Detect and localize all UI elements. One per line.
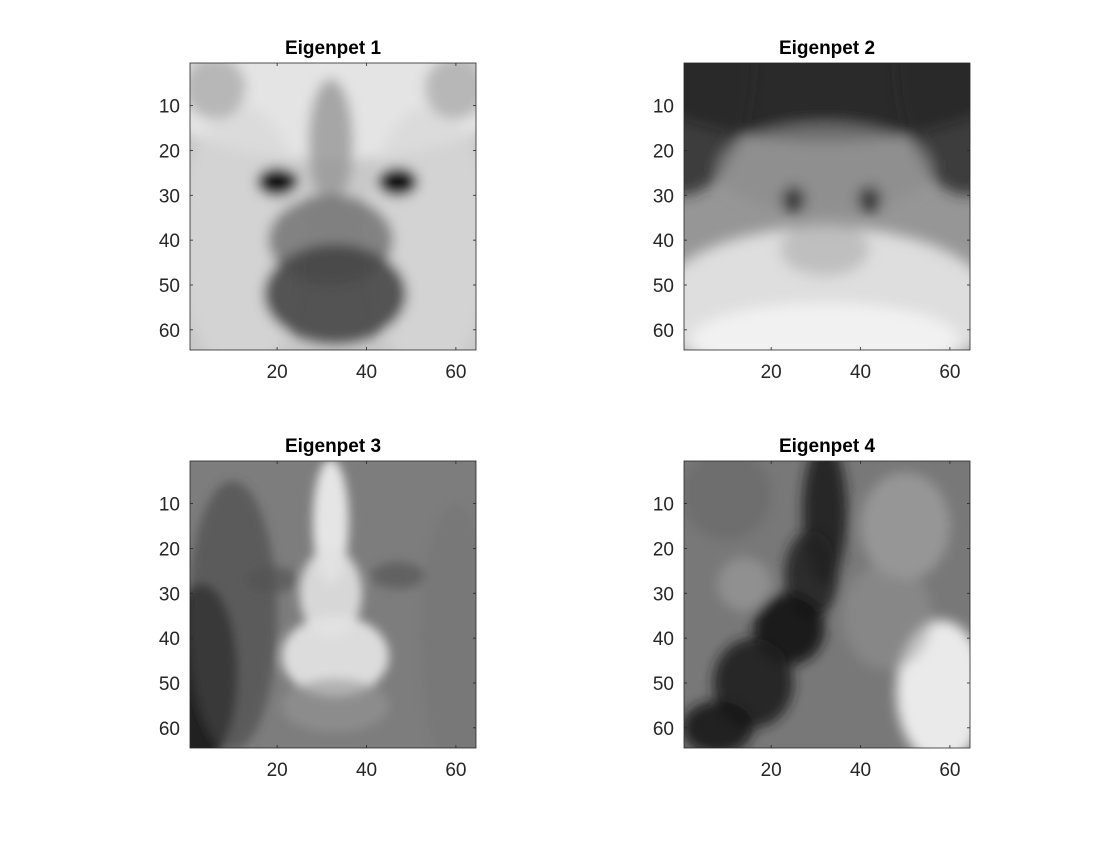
y-tick-label: 60 bbox=[653, 321, 674, 342]
y-tick-label: 60 bbox=[159, 321, 180, 342]
heatmap-shade bbox=[308, 78, 354, 205]
axes-frame bbox=[683, 62, 971, 351]
y-tick-label: 30 bbox=[159, 186, 180, 207]
heatmap-shade bbox=[420, 503, 476, 748]
subplot-4: 20 40 60 10 20 30 40 50 60 Eigenpet 4 bbox=[653, 436, 971, 781]
heatmap-shade bbox=[858, 186, 881, 214]
axes-frame bbox=[683, 460, 971, 749]
x-tick-label: 60 bbox=[445, 760, 466, 781]
y-tick-label: 10 bbox=[653, 97, 674, 118]
heatmap-shade bbox=[690, 302, 959, 350]
x-tick-label: 60 bbox=[939, 760, 960, 781]
subplot-3: 20 40 60 10 20 30 40 50 60 Eigenpet 3 bbox=[159, 436, 477, 781]
x-tick-label: 20 bbox=[761, 362, 782, 383]
heatmap-shade bbox=[717, 557, 772, 612]
heatmap-shade bbox=[190, 481, 278, 748]
y-tick-label: 50 bbox=[653, 674, 674, 695]
heatmap-shade bbox=[782, 186, 805, 214]
y-tick-label: 40 bbox=[653, 231, 674, 252]
heatmap-shade bbox=[684, 700, 754, 748]
y-tick-label: 60 bbox=[653, 719, 674, 740]
heatmap-image bbox=[684, 63, 970, 350]
y-tick-label: 30 bbox=[159, 584, 180, 605]
x-tick-label: 40 bbox=[356, 362, 377, 383]
x-tick-label: 20 bbox=[761, 760, 782, 781]
heatmap-shade bbox=[896, 63, 970, 196]
y-tick-label: 10 bbox=[159, 97, 180, 118]
x-tick-label: 60 bbox=[445, 362, 466, 383]
heatmap-shade bbox=[717, 123, 933, 214]
heatmap-shade bbox=[860, 472, 950, 580]
heatmap-shade bbox=[684, 63, 754, 196]
heatmap-shade bbox=[281, 615, 389, 697]
subplot-title: Eigenpet 1 bbox=[285, 38, 382, 59]
heatmap-shade bbox=[190, 63, 246, 120]
y-tick-label: 40 bbox=[159, 231, 180, 252]
heatmap-image bbox=[684, 461, 970, 748]
y-tick-label: 30 bbox=[653, 584, 674, 605]
x-tick-label: 40 bbox=[356, 760, 377, 781]
x-tick-label: 40 bbox=[850, 362, 871, 383]
y-tick-label: 40 bbox=[159, 629, 180, 650]
y-tick-label: 10 bbox=[159, 495, 180, 516]
heatmap-shade bbox=[299, 548, 363, 639]
heatmap-shade bbox=[377, 167, 418, 197]
y-tick-label: 50 bbox=[653, 276, 674, 297]
subplot-title: Eigenpet 2 bbox=[779, 38, 875, 59]
y-tick-label: 20 bbox=[159, 539, 180, 560]
y-tick-label: 20 bbox=[159, 141, 180, 162]
axes-frame bbox=[189, 460, 477, 749]
heatmap-image bbox=[190, 461, 476, 748]
heatmap-shade bbox=[424, 63, 476, 120]
subplot-2: 20 40 60 10 20 30 40 50 60 Eigenpet 2 bbox=[653, 38, 971, 383]
heatmap-shade bbox=[245, 566, 300, 594]
heatmap-image bbox=[190, 63, 476, 350]
y-tick-label: 60 bbox=[159, 719, 180, 740]
y-tick-label: 10 bbox=[653, 495, 674, 516]
heatmap-shade bbox=[842, 561, 933, 670]
heatmap-shade bbox=[281, 678, 389, 733]
y-tick-label: 20 bbox=[653, 539, 674, 560]
y-tick-label: 50 bbox=[159, 674, 180, 695]
x-tick-label: 60 bbox=[939, 362, 960, 383]
y-tick-label: 40 bbox=[653, 629, 674, 650]
x-tick-label: 20 bbox=[267, 362, 288, 383]
heatmap-shade bbox=[257, 167, 298, 197]
heatmap-shade bbox=[263, 244, 407, 344]
y-tick-label: 20 bbox=[653, 141, 674, 162]
subplot-title: Eigenpet 3 bbox=[285, 436, 381, 457]
heatmap-shade bbox=[370, 561, 425, 589]
heatmap-shade bbox=[684, 461, 772, 540]
subplot-title: Eigenpet 4 bbox=[779, 436, 876, 457]
heatmap-shade bbox=[780, 222, 870, 277]
y-tick-label: 30 bbox=[653, 186, 674, 207]
axes-frame bbox=[189, 62, 477, 351]
x-tick-label: 40 bbox=[850, 760, 871, 781]
x-tick-label: 20 bbox=[267, 760, 288, 781]
y-tick-label: 50 bbox=[159, 276, 180, 297]
subplot-1: 20 40 60 10 20 30 40 50 60 Eigenpet 1 bbox=[159, 38, 477, 383]
